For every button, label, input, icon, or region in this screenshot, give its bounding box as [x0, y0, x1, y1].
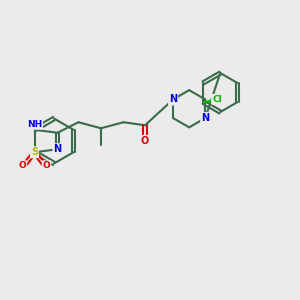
Text: Cl: Cl — [212, 95, 222, 104]
Text: O: O — [19, 161, 26, 170]
Text: N: N — [53, 144, 62, 154]
Text: O: O — [141, 136, 149, 146]
Text: O: O — [43, 161, 50, 170]
Text: N: N — [201, 113, 209, 123]
Text: N: N — [169, 94, 177, 104]
Text: S: S — [31, 147, 38, 157]
Text: NH: NH — [27, 120, 42, 129]
